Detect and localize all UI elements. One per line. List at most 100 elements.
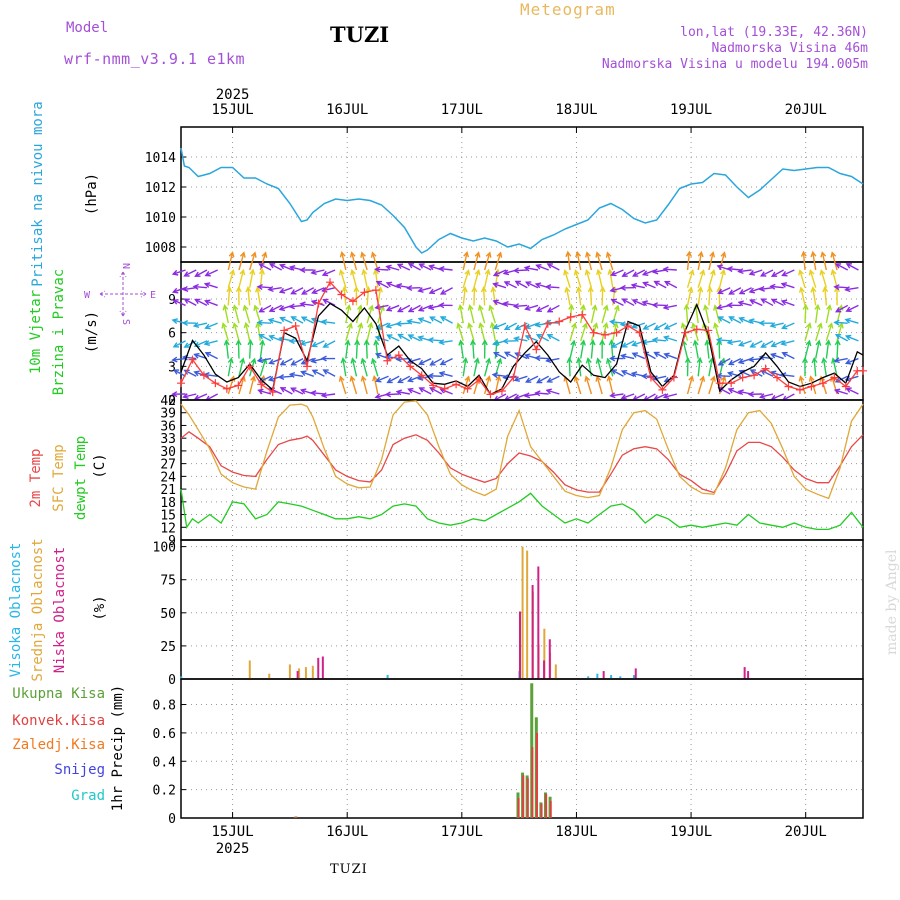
y-tick-label: 42 <box>160 394 176 409</box>
wind-arrow-head <box>575 286 582 293</box>
wind-arrow-head <box>223 339 230 346</box>
wind-arrow <box>590 305 597 324</box>
day-label-bottom: 18JUL <box>555 824 597 840</box>
wind-arrow-head <box>680 322 687 329</box>
wind-arrow-head <box>610 270 617 277</box>
wind-arrow-head <box>385 264 392 271</box>
wind-arrow-head <box>279 263 286 270</box>
wind-arrow <box>514 269 528 272</box>
wind-arrow-head <box>299 266 306 274</box>
wind-arrow-head <box>255 286 261 293</box>
wind-arrow-head <box>360 251 366 258</box>
wind-arrow-head <box>406 358 414 364</box>
wind-gust-marker <box>543 319 552 328</box>
wind-arrow <box>440 357 453 365</box>
wind-arrow-head <box>464 375 471 382</box>
temp-sfc-axis-label: SFC Temp <box>51 444 67 511</box>
wind-gust-marker <box>475 375 484 384</box>
wind-arrow <box>717 374 731 377</box>
wind-arrow <box>739 317 752 324</box>
wind-arrow-head <box>386 334 393 340</box>
wind-arrow <box>621 393 635 399</box>
wind-arrow <box>375 336 389 342</box>
wind-arrow <box>547 334 560 342</box>
wind-arrow <box>728 388 742 395</box>
cloud-bar <box>180 676 183 679</box>
wind-arrow <box>800 287 806 306</box>
wind-arrow-head <box>406 285 413 292</box>
wind-arrow-head <box>256 357 264 364</box>
wind-arrow-head <box>607 268 614 275</box>
wind-gust-marker <box>463 384 472 393</box>
wind-arrow <box>259 334 272 342</box>
wind-arrow <box>291 387 304 395</box>
wind-arrow <box>574 376 582 395</box>
wind-arrow-head <box>250 375 256 382</box>
wind-gust-marker <box>859 366 867 375</box>
wind-arrow <box>491 323 496 341</box>
wind-arrow <box>429 287 443 294</box>
wind-arrow-head <box>845 263 852 269</box>
wind-arrow-head <box>193 370 200 377</box>
wind-arrow <box>184 269 197 277</box>
wind-arrow <box>708 376 715 395</box>
wind-arrow <box>564 376 571 395</box>
wind-arrow-head <box>496 251 503 258</box>
wind-arrow <box>269 263 283 271</box>
wind-arrow <box>345 305 350 324</box>
wind-arrow-head <box>584 375 591 382</box>
y-tick-label: 0.4 <box>153 755 177 770</box>
wind-arrow <box>708 358 713 377</box>
wind-arrow <box>846 304 859 312</box>
y-tick-label: 1010 <box>145 211 176 226</box>
wind-arrow-head <box>535 334 543 340</box>
wind-arrow <box>291 357 304 366</box>
wind-arrow-head <box>833 388 841 395</box>
wind-arrow-head <box>256 283 263 290</box>
wind-arrow-head <box>354 339 361 346</box>
wind-arrow-head <box>353 285 360 293</box>
wind-arrow <box>831 270 838 288</box>
wind-arrow-head <box>717 360 724 366</box>
cloud-bar <box>633 675 636 679</box>
wind-arrow-head <box>822 286 829 293</box>
wind-arrow-head <box>686 250 693 257</box>
wind-arrow <box>590 340 594 359</box>
wind-arrow-head <box>203 282 211 288</box>
precip-bar <box>517 798 520 818</box>
wind-arrow-head <box>691 322 697 329</box>
wind-arrow-head <box>589 339 596 346</box>
wind-arrow <box>654 280 667 289</box>
cloud-bar <box>747 671 750 679</box>
wind-arrow-head <box>357 322 364 329</box>
wind-gust-marker <box>394 351 403 360</box>
wind-arrow-head <box>395 320 402 327</box>
wind-arrow <box>483 269 490 288</box>
wind-arrow <box>596 252 603 271</box>
wind-arrow-head <box>490 286 497 293</box>
wind-arrow <box>279 287 293 293</box>
wind-arrow <box>248 269 254 288</box>
wind-arrow <box>694 340 699 359</box>
wind-arrow-head <box>780 299 788 306</box>
compass-n: N <box>120 263 131 269</box>
wind-arrow <box>653 338 667 342</box>
wind-arrow <box>804 340 811 359</box>
wind-arrow-head <box>703 304 709 311</box>
wind-arrow-head <box>834 334 842 340</box>
wind-arrow <box>536 264 549 271</box>
wind-arrow <box>820 376 828 395</box>
wind-arrow-head <box>193 341 201 348</box>
wind-arrow-head <box>546 377 553 383</box>
wind-gust-marker <box>589 328 598 337</box>
wind-arrow <box>835 263 849 271</box>
wind-arrow <box>739 287 752 295</box>
wind-arrow-head <box>171 318 178 325</box>
pressure-line <box>180 147 864 254</box>
wind-arrow <box>371 358 379 377</box>
wind-arrow-head <box>368 304 374 311</box>
wind-arrow-head <box>726 371 734 377</box>
wind-arrow <box>586 252 593 271</box>
wind-arrow <box>387 375 400 384</box>
wind-arrow-head <box>386 377 393 384</box>
